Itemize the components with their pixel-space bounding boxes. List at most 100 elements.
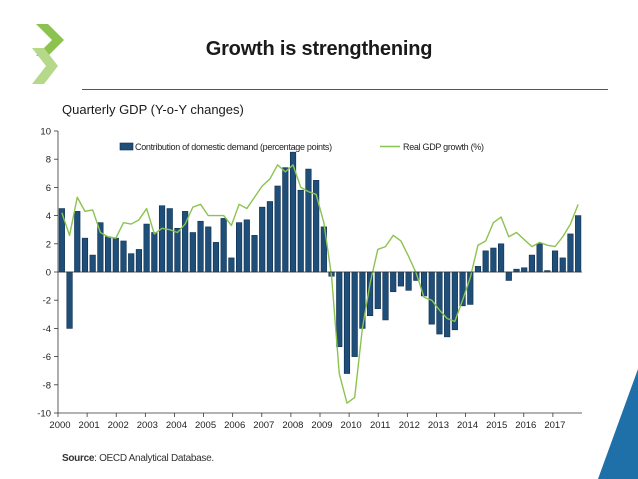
bar-48: [428, 271, 435, 325]
x-tick-label-15: 2015: [486, 420, 507, 431]
bar-19: [205, 226, 212, 273]
x-tick-label-13: 2013: [428, 420, 449, 431]
source-text: : OECD Analytical Database.: [94, 453, 214, 464]
chart-axes: -10 -8 -6 -4 -2 0 2 4 6 8 10 2000 2001 2002 2003 2004 20…: [37, 127, 582, 431]
x-tick-label-12: 2012: [399, 420, 420, 431]
y-tick-label-7: 4: [46, 211, 51, 222]
chart-legend: Contribution of domestic demand (percent…: [119, 142, 484, 152]
x-tick-label-7: 2007: [253, 420, 274, 431]
bar-50: [444, 271, 451, 338]
bar-60: [521, 267, 528, 273]
y-tick-label-2: -6: [43, 352, 51, 363]
bar-6: [105, 236, 112, 273]
bar-64: [551, 250, 559, 273]
bar-57: [498, 243, 505, 273]
y-tick-label-5: 0: [46, 268, 51, 279]
x-tick-label-6: 2006: [224, 420, 245, 431]
logo-chevron-2: [32, 48, 58, 84]
y-tick-label-6: 2: [46, 239, 51, 250]
bar-62: [536, 243, 543, 273]
bar-15: [174, 227, 181, 273]
bar-61: [528, 254, 535, 273]
bar-65: [559, 257, 566, 273]
slide-title: Growth is strengthening: [205, 38, 433, 60]
bar-32: [305, 168, 312, 273]
bar-1: [66, 271, 73, 329]
x-tick-label-8: 2008: [282, 420, 303, 431]
bar-56: [490, 247, 497, 273]
x-tick-label-3: 2003: [137, 420, 158, 431]
title-divider: [82, 89, 608, 90]
bar-5: [97, 222, 104, 273]
bar-12: [151, 232, 158, 273]
bar-49: [436, 271, 443, 335]
bar-2: [74, 211, 81, 273]
bar-10: [135, 249, 142, 273]
bar-42: [382, 271, 389, 321]
bar-29: [282, 167, 289, 273]
x-tick-label-10: 2010: [341, 420, 362, 431]
source-note: Source: OECD Analytical Database.: [62, 453, 214, 464]
x-tick-label-14: 2014: [457, 420, 478, 431]
bar-14: [166, 208, 173, 273]
bar-67: [575, 215, 582, 273]
y-tick-label-1: -8: [43, 380, 51, 391]
y-tick-label-3: -4: [43, 324, 51, 335]
x-tick-label-1: 2001: [79, 420, 100, 431]
bar-38: [351, 271, 358, 357]
chart-subtitle: Quarterly GDP (Y-o-Y changes): [62, 102, 244, 117]
corner-decoration: [598, 369, 638, 479]
bar-3: [81, 237, 89, 273]
line-series: [61, 164, 579, 404]
bar-59: [513, 268, 520, 273]
y-tick-label-0: -10: [37, 409, 51, 420]
bar-37: [343, 271, 351, 374]
bar-26: [259, 206, 266, 273]
legend-line-label: Real GDP growth (%): [403, 142, 484, 152]
x-tick-label-2: 2002: [108, 420, 129, 431]
bar-11: [143, 223, 150, 273]
gdp-growth-line: [61, 164, 579, 404]
y-tick-label-9: 8: [46, 155, 51, 166]
bar-28: [274, 185, 281, 273]
x-tick-label-4: 2004: [166, 420, 187, 431]
source-label: Source: [62, 453, 95, 464]
x-tick-label-0: 2000: [49, 420, 70, 431]
x-tick-label-17: 2017: [544, 420, 565, 431]
bar-43: [390, 271, 397, 293]
bar-27: [266, 201, 273, 273]
y-tick-label-8: 6: [46, 183, 51, 194]
bar-series: [58, 151, 582, 374]
bar-31: [297, 189, 304, 273]
bar-8: [120, 240, 127, 273]
bar-66: [567, 233, 574, 273]
bar-17: [189, 232, 196, 273]
x-tick-label-11: 2011: [370, 420, 390, 431]
bar-41: [374, 271, 381, 309]
bar-25: [251, 235, 258, 273]
bar-7: [112, 237, 119, 273]
x-tick-label-9: 2009: [311, 420, 332, 431]
x-tick-label-16: 2016: [515, 420, 536, 431]
x-tick-label-5: 2005: [195, 420, 216, 431]
bar-22: [228, 257, 235, 273]
bar-36: [336, 271, 343, 348]
bar-55: [482, 250, 489, 273]
bar-18: [197, 220, 204, 273]
bar-13: [158, 205, 166, 273]
bar-44: [397, 271, 404, 287]
bar-4: [89, 254, 96, 273]
bar-9: [128, 253, 135, 273]
y-tick-label-4: -2: [43, 296, 51, 307]
bar-45: [405, 271, 412, 291]
bar-20: [212, 242, 220, 273]
legend-bar-swatch: [119, 142, 134, 151]
bar-24: [243, 219, 250, 273]
bar-21: [220, 218, 227, 273]
logo-chevron-1: [36, 24, 64, 56]
bar-54: [474, 266, 482, 273]
bar-58: [505, 271, 512, 281]
bar-23: [236, 222, 243, 273]
y-tick-label-10: 10: [40, 127, 51, 138]
